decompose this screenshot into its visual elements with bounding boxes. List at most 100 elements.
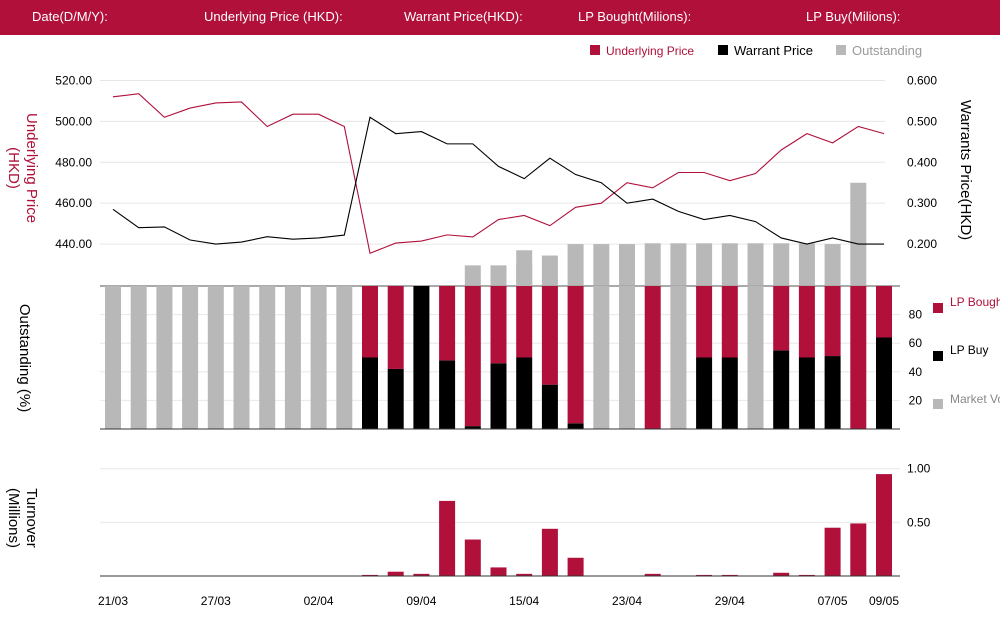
lp-bought-bar [362,286,378,358]
turnover-bar [490,567,507,576]
lp-buy-bar [387,368,404,429]
underlying-axis-title: Underlying Price [23,113,40,223]
market-volume-bar [747,286,764,429]
outstanding-axis-title: Outstanding (%) [16,304,33,412]
lp-bought-bar [798,286,815,358]
market-volume-bar [310,286,327,429]
turnover-bar [721,574,738,576]
y-tick-turnover: 0.50 [907,515,931,529]
x-tick-label: 23/04 [612,594,642,608]
lp-bought-bar [516,286,533,358]
lp-buy-bar [490,363,507,429]
turnover-bar [696,574,713,576]
x-tick-label: 09/05 [869,594,899,608]
lp-bought-bar [773,286,790,351]
y-tick-outstanding: 80 [909,308,923,322]
turnover-bar [850,523,867,576]
market-volume-bar [207,286,224,429]
lp-bought-bar [850,286,867,429]
y-tick-right: 0.300 [907,196,937,210]
market-volume-bar [284,286,301,429]
lp-bought-bar [490,286,507,364]
turnover-bar [644,573,661,576]
info-header-bar: Date(D/M/Y): Underlying Price (HKD): War… [0,0,1000,35]
market-volume-bar [259,286,276,429]
y-tick-left: 440.00 [55,237,92,251]
legend-lp-buy-text: LP Buy [950,343,988,357]
turnover-bar [362,574,378,576]
lp-bought-bar [824,286,841,357]
turnover-bar [541,528,558,576]
turnover-bar [876,474,892,576]
outstanding-bar [747,243,764,285]
lp-buy-label: LP Buy(Milions): [806,9,901,24]
warrant-axis-title: Warrants Price(HKD) [957,100,974,240]
outstanding-bar [490,265,507,285]
legend-underlying-swatch [590,45,600,55]
lp-bought-bar [876,286,892,338]
lp-buy-bar [721,357,738,429]
lp-buy-bar [696,357,713,429]
lp-bought-bar [387,286,404,369]
legend-underlying-text: Underlying Price [606,44,694,58]
y-tick-right: 0.200 [907,237,937,251]
outstanding-bar [721,243,738,285]
outstanding-bar [696,243,713,285]
lp-bought-bar [439,286,456,361]
turnover-bar [824,527,841,576]
outstanding-bar [773,243,790,285]
market-volume-bar [105,286,121,429]
legend-lp-bought-text: LP Bought [950,295,1000,309]
lp-buy-bar [464,426,481,429]
underlying-price-label: Underlying Price (HKD): [204,9,343,24]
outstanding-bar [541,255,558,285]
outstanding-bar [798,243,815,285]
market-volume-bar [619,286,635,429]
market-volume-bar [182,286,199,429]
y-tick-left: 520.00 [55,73,92,87]
lp-buy-bar [362,357,378,429]
outstanding-bar [670,243,687,285]
turnover-bar [387,571,404,576]
lp-bought-bar [464,286,481,427]
legend-warrant-swatch [718,45,728,55]
legend-warrant-text: Warrant Price [734,43,813,58]
market-volume-bar [233,286,250,429]
lp-buy-bar [516,357,533,429]
y-tick-outstanding: 40 [909,365,923,379]
market-volume-bar [516,250,533,286]
legend-market-volume-swatch [933,399,943,409]
outstanding-bar [824,244,841,285]
lp-buy-bar [824,356,841,429]
turnover-axis-title: Turnover [23,488,40,547]
y-tick-outstanding: 60 [909,336,923,350]
lp-buy-bar [567,423,584,429]
underlying-price-line [112,93,885,255]
x-tick-label: 02/04 [304,594,334,608]
warrant-price-label: Warrant Price(HKD): [404,9,523,24]
lp-bought-bar [696,286,713,358]
legend-lp-bought-swatch [933,303,943,313]
outstanding-bar [850,182,867,285]
lp-buy-bar [541,384,558,429]
y-tick-left: 480.00 [55,155,92,169]
market-volume-bar [670,286,687,429]
lp-bought-bar [567,286,584,424]
market-volume-bar [336,286,353,429]
lp-bought-bar [541,286,558,385]
turnover-axis-unit: (Millions) [5,488,22,548]
x-tick-label: 29/04 [715,594,745,608]
market-volume-bar [130,286,147,429]
turnover-bar [413,573,430,576]
x-tick-label: 15/04 [509,594,539,608]
outstanding-bar [464,265,481,285]
turnover-bar [439,500,456,576]
market-volume-bar [593,286,610,429]
legend-lp-buy-swatch [933,351,943,361]
y-tick-left: 460.00 [55,196,92,210]
y-tick-turnover: 1.00 [907,462,931,476]
outstanding-bar [567,244,584,285]
x-tick-label: 21/03 [98,594,128,608]
turnover-bar [516,573,533,576]
lp-buy-bar [773,350,790,429]
